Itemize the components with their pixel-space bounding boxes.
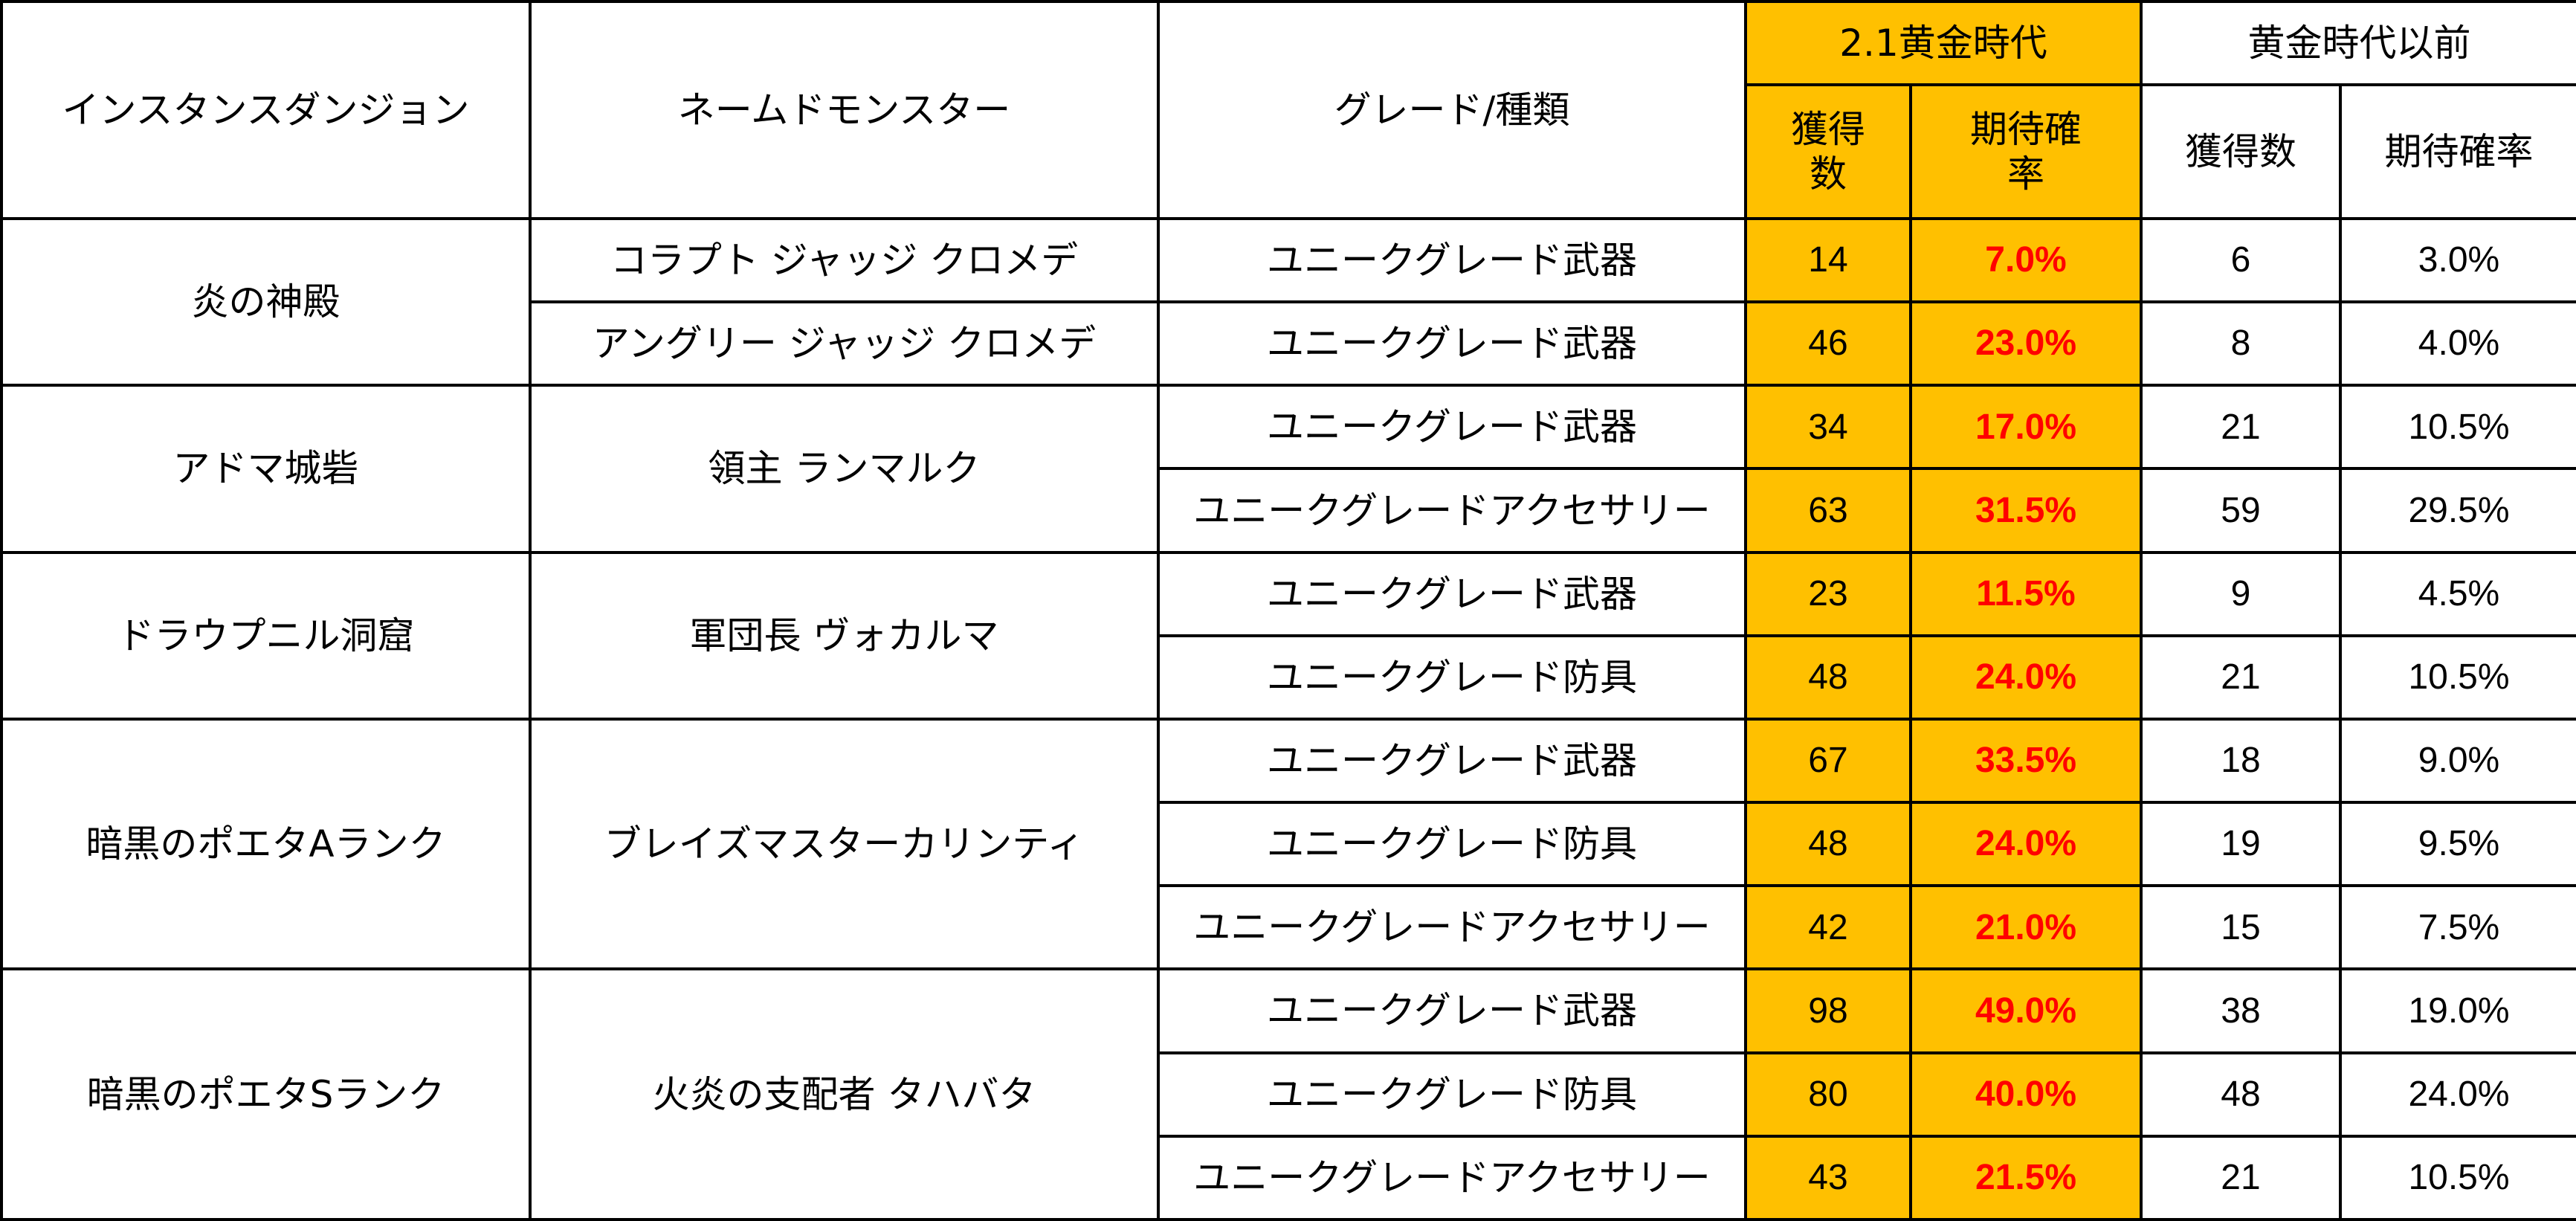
dungeon-cell: 炎の神殿 xyxy=(0,216,532,387)
pre-count-cell: 19 xyxy=(2140,801,2342,888)
dungeon-cell: 暗黒のポエタAランク xyxy=(0,717,532,971)
table-row: ユニークグレード防具 48 24.0% 19 9.5% xyxy=(1,801,2576,888)
table-row: 炎の神殿 コラプト ジャッジ クロメデ ユニークグレード武器 14 7.0% 6… xyxy=(0,216,2576,387)
pre-rate-cell: 10.5% xyxy=(2339,384,2576,471)
golden-count-cell: 14 xyxy=(1744,216,1912,304)
golden-rate-cell: 40.0% xyxy=(1909,1051,2143,1138)
pre-rate-cell: 4.5% xyxy=(2339,550,2576,637)
pre-rate-cell: 10.5% xyxy=(2339,634,2576,721)
golden-count-cell: 46 xyxy=(1744,300,1912,387)
pre-rate-cell: 4.0% xyxy=(2339,300,2576,387)
dungeon-cell: アドマ城砦 xyxy=(0,384,532,554)
monster-cell: 軍団長 ヴォカルマ xyxy=(529,550,1160,721)
golden-rate-cell: 11.5% xyxy=(1909,550,2143,637)
golden-rate-cell: 21.5% xyxy=(1909,1134,2143,1221)
pre-rate-cell: 9.0% xyxy=(2339,717,2576,805)
header-row-1: インスタンスダンジョン ネームドモンスター グレード/種類 2.1黄金時代 黄金… xyxy=(0,0,2576,220)
pre-count-cell: 8 xyxy=(2140,300,2342,387)
pre-rate-cell: 19.0% xyxy=(2339,967,2576,1054)
header-pre-count: 獲得数 xyxy=(2140,83,2342,220)
table-row: ユニークグレードアクセサリー 63 31.5% 59 29.5% xyxy=(1,467,2576,554)
pre-count-cell: 6 xyxy=(2140,216,2342,304)
pre-count-cell: 59 xyxy=(2140,467,2342,554)
grade-cell: ユニークグレード防具 xyxy=(1157,801,1747,888)
pre-count-cell: 21 xyxy=(2140,384,2342,471)
grade-cell: ユニークグレード防具 xyxy=(1157,634,1747,721)
monster-cell: 領主 ランマルク xyxy=(529,384,1160,554)
pre-count-cell: 18 xyxy=(2140,717,2342,805)
pre-count-cell: 15 xyxy=(2140,884,2342,971)
golden-rate-cell: 7.0% xyxy=(1909,216,2143,304)
table-row: ユニークグレード防具 80 40.0% 48 24.0% xyxy=(1,1051,2576,1138)
golden-rate-cell: 33.5% xyxy=(1909,717,2143,805)
golden-count-cell: 80 xyxy=(1744,1051,1912,1138)
header-dungeon: インスタンスダンジョン xyxy=(0,0,532,220)
header-golden-rate: 期待確率 xyxy=(1909,83,2143,220)
pre-count-cell: 21 xyxy=(2140,634,2342,721)
grade-cell: ユニークグレード武器 xyxy=(1157,717,1747,805)
pre-rate-cell: 9.5% xyxy=(2339,801,2576,888)
golden-rate-cell: 21.0% xyxy=(1909,884,2143,971)
golden-count-cell: 98 xyxy=(1744,967,1912,1054)
golden-count-cell: 48 xyxy=(1744,634,1912,721)
table-row: 暗黒のポエタSランク 火炎の支配者 タハバタ ユニークグレード武器 98 49.… xyxy=(0,967,2576,1221)
table-row: 暗黒のポエタAランク ブレイズマスターカリンティ ユニークグレード武器 67 3… xyxy=(0,717,2576,971)
golden-count-cell: 43 xyxy=(1744,1134,1912,1221)
grade-cell: ユニークグレード武器 xyxy=(1157,550,1747,637)
monster-cell: ブレイズマスターカリンティ xyxy=(529,717,1160,971)
monster-cell: コラプト ジャッジ クロメデ xyxy=(529,216,1160,304)
dungeon-cell: 暗黒のポエタSランク xyxy=(0,967,532,1221)
pre-rate-cell: 10.5% xyxy=(2339,1134,2576,1221)
pre-rate-cell: 24.0% xyxy=(2339,1051,2576,1138)
grade-cell: ユニークグレード武器 xyxy=(1157,384,1747,471)
golden-count-cell: 42 xyxy=(1744,884,1912,971)
dungeon-cell: ドラウプニル洞窟 xyxy=(0,550,532,721)
golden-count-cell: 48 xyxy=(1744,801,1912,888)
pre-count-cell: 21 xyxy=(2140,1134,2342,1221)
header-golden-age: 2.1黄金時代 xyxy=(1744,0,2143,86)
grade-cell: ユニークグレードアクセサリー xyxy=(1157,1134,1747,1221)
monster-cell: アングリー ジャッジ クロメデ xyxy=(529,300,1160,387)
golden-count-cell: 63 xyxy=(1744,467,1912,554)
grade-cell: ユニークグレード武器 xyxy=(1157,967,1747,1054)
golden-rate-cell: 17.0% xyxy=(1909,384,2143,471)
header-monster: ネームドモンスター xyxy=(529,0,1160,220)
pre-rate-cell: 7.5% xyxy=(2339,884,2576,971)
header-pre-rate: 期待確率 xyxy=(2339,83,2576,220)
golden-count-cell: 23 xyxy=(1744,550,1912,637)
golden-rate-cell: 24.0% xyxy=(1909,634,2143,721)
golden-rate-cell: 31.5% xyxy=(1909,467,2143,554)
golden-rate-cell: 23.0% xyxy=(1909,300,2143,387)
grade-cell: ユニークグレード武器 xyxy=(1157,216,1747,304)
header-grade: グレード/種類 xyxy=(1157,0,1747,220)
pre-rate-cell: 29.5% xyxy=(2339,467,2576,554)
header-row-2: 獲得数 期待確率 獲得数 期待確率 xyxy=(1,83,2576,220)
table-row: ドラウプニル洞窟 軍団長 ヴォカルマ ユニークグレード武器 23 11.5% 9… xyxy=(0,550,2576,721)
grade-cell: ユニークグレード武器 xyxy=(1157,300,1747,387)
table-row: ユニークグレード防具 48 24.0% 21 10.5% xyxy=(1,634,2576,721)
pre-rate-cell: 3.0% xyxy=(2339,216,2576,304)
monster-cell: 火炎の支配者 タハバタ xyxy=(529,967,1160,1221)
header-pre-golden-age: 黄金時代以前 xyxy=(2140,0,2576,86)
table-row: アングリー ジャッジ クロメデ ユニークグレード武器 46 23.0% 8 4.… xyxy=(1,300,2576,387)
pre-count-cell: 38 xyxy=(2140,967,2342,1054)
golden-rate-cell: 49.0% xyxy=(1909,967,2143,1054)
grade-cell: ユニークグレード防具 xyxy=(1157,1051,1747,1138)
pre-count-cell: 48 xyxy=(2140,1051,2342,1138)
pre-count-cell: 9 xyxy=(2140,550,2342,637)
grade-cell: ユニークグレードアクセサリー xyxy=(1157,884,1747,971)
golden-count-cell: 34 xyxy=(1744,384,1912,471)
table-row: アドマ城砦 領主 ランマルク ユニークグレード武器 34 17.0% 21 10… xyxy=(0,384,2576,554)
golden-count-cell: 67 xyxy=(1744,717,1912,805)
header-golden-count: 獲得数 xyxy=(1744,83,1912,220)
grade-cell: ユニークグレードアクセサリー xyxy=(1157,467,1747,554)
table-row: ユニークグレードアクセサリー 42 21.0% 15 7.5% xyxy=(1,884,2576,971)
table-row: ユニークグレードアクセサリー 43 21.5% 21 10.5% xyxy=(1,1134,2576,1221)
golden-rate-cell: 24.0% xyxy=(1909,801,2143,888)
